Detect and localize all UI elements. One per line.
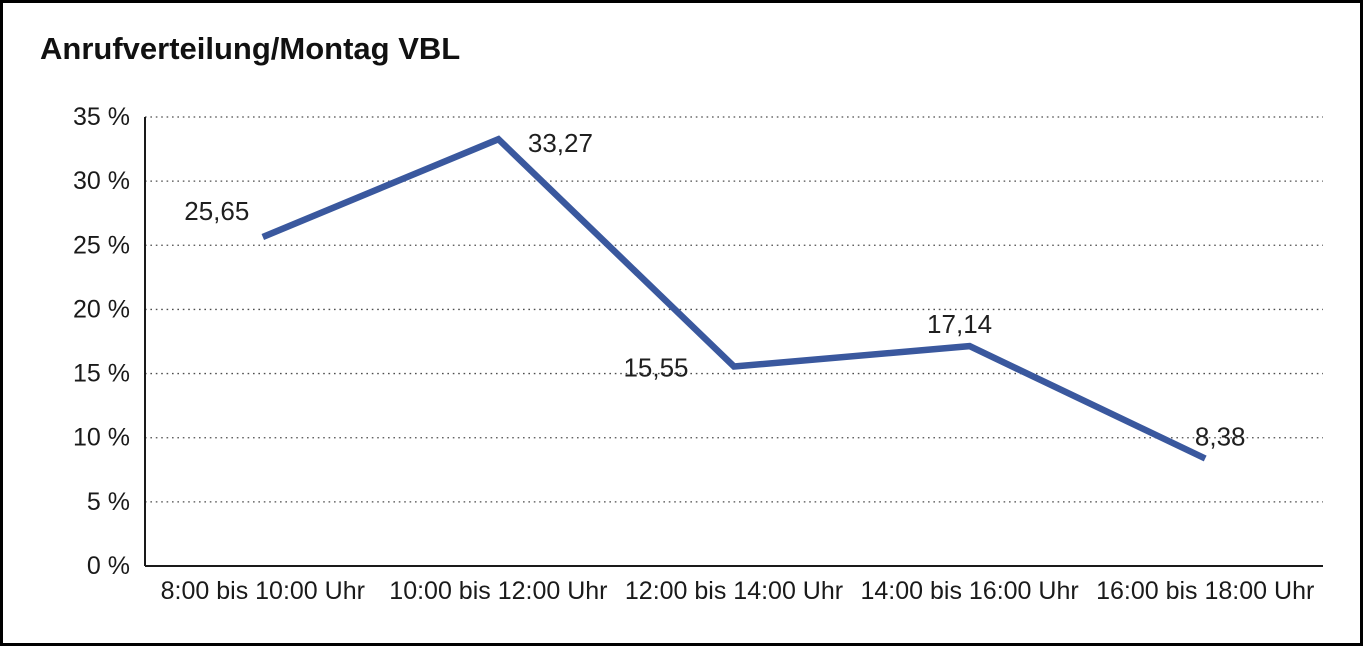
y-axis-tick-label: 20 % bbox=[73, 295, 130, 323]
y-axis-tick-label: 35 % bbox=[73, 103, 130, 131]
data-point-label: 17,14 bbox=[927, 309, 992, 339]
y-axis-tick-label: 10 % bbox=[73, 424, 130, 452]
x-axis-category-label: 10:00 bis 12:00 Uhr bbox=[389, 577, 607, 605]
x-axis-category-label: 8:00 bis 10:00 Uhr bbox=[161, 577, 365, 605]
x-axis-category-label: 12:00 bis 14:00 Uhr bbox=[625, 577, 843, 605]
data-point-label: 8,38 bbox=[1195, 421, 1246, 451]
y-axis-tick-label: 0 % bbox=[87, 552, 130, 580]
y-axis-tick-label: 25 % bbox=[73, 231, 130, 259]
x-axis-category-label: 14:00 bis 16:00 Uhr bbox=[860, 577, 1078, 605]
data-point-label: 15,55 bbox=[623, 353, 688, 383]
x-axis-category-label: 16:00 bis 18:00 Uhr bbox=[1096, 577, 1314, 605]
data-point-label: 25,65 bbox=[184, 196, 249, 226]
y-axis-tick-label: 5 % bbox=[87, 488, 130, 516]
data-point-label: 33,27 bbox=[528, 128, 593, 158]
y-axis-tick-label: 15 % bbox=[73, 360, 130, 388]
y-axis-tick-label: 30 % bbox=[73, 167, 130, 195]
chart-title: Anrufverteilung/Montag VBL bbox=[40, 31, 461, 66]
data-series-line bbox=[261, 135, 1207, 462]
